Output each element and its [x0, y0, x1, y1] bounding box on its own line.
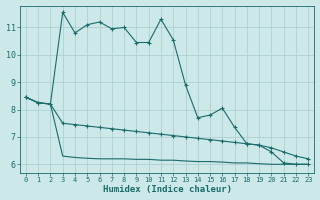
- X-axis label: Humidex (Indice chaleur): Humidex (Indice chaleur): [103, 185, 232, 194]
